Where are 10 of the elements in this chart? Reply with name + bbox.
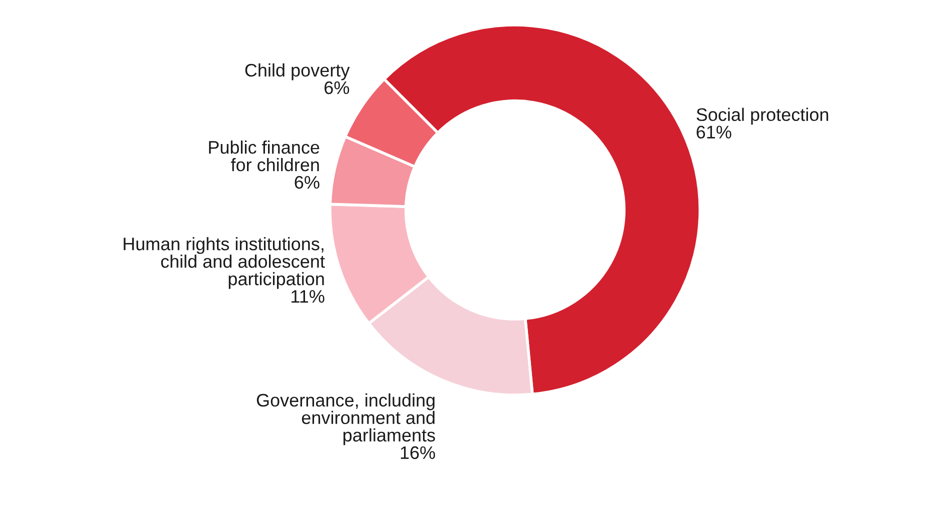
data-label: 6% bbox=[294, 176, 320, 189]
slice-label: Social protection bbox=[696, 108, 828, 125]
data-label: 6% bbox=[324, 81, 350, 94]
data-label: 16% bbox=[400, 446, 436, 460]
data-label: 61% bbox=[696, 126, 732, 139]
slice-label: Public finance for children bbox=[209, 140, 320, 172]
data-label: 11% bbox=[292, 290, 324, 303]
slice-label: Human rights institutions, child and adolescent participation bbox=[124, 237, 325, 289]
slice-label: Child poverty bbox=[245, 63, 350, 80]
slice-label: Governance, including environment and parliaments bbox=[256, 393, 436, 446]
